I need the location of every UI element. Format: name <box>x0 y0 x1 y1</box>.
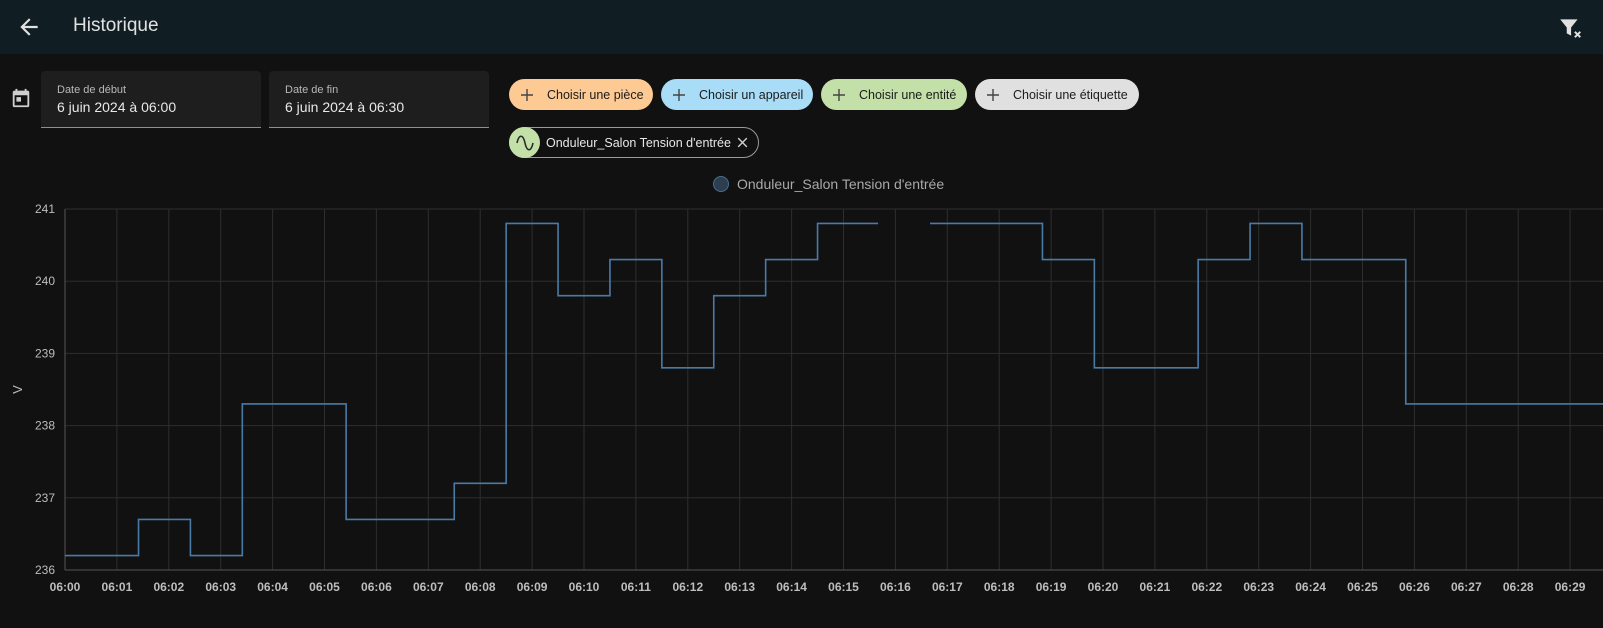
x-tick-label: 06:00 <box>50 580 81 594</box>
selected-entity-chip[interactable]: Onduleur_Salon Tension d'entrée <box>509 127 759 158</box>
sine-wave-icon <box>509 127 540 158</box>
x-tick-label: 06:25 <box>1347 580 1378 594</box>
legend-label: Onduleur_Salon Tension d'entrée <box>737 176 945 192</box>
top-app-bar: Historique <box>0 0 1603 54</box>
series-line <box>65 222 879 557</box>
y-tick-label: 239 <box>35 346 55 360</box>
x-tick-label: 06:24 <box>1295 580 1326 594</box>
y-tick-label: 237 <box>35 491 55 505</box>
choose-area-chip[interactable]: Choisir une pièce <box>509 79 653 110</box>
choose-entity-label: Choisir une entité <box>859 87 957 102</box>
x-tick-label: 06:19 <box>1036 580 1067 594</box>
y-tick-label: 236 <box>35 563 55 577</box>
choose-label-chip[interactable]: Choisir une étiquette <box>975 79 1139 110</box>
y-axis-label: V <box>10 385 25 394</box>
start-date-label: Date de début <box>57 84 127 96</box>
page-title: Historique <box>73 15 159 36</box>
plus-icon <box>673 88 685 101</box>
x-tick-label: 06:14 <box>776 580 807 594</box>
x-tick-label: 06:21 <box>1140 580 1171 594</box>
plus-icon <box>987 88 999 101</box>
x-tick-label: 06:02 <box>153 580 184 594</box>
series-line <box>930 222 1603 405</box>
x-tick-label: 06:03 <box>205 580 236 594</box>
x-tick-label: 06:09 <box>517 580 548 594</box>
plus-icon <box>833 88 845 101</box>
x-tick-label: 06:29 <box>1555 580 1586 594</box>
choose-label-label: Choisir une étiquette <box>1013 87 1128 102</box>
x-tick-label: 06:12 <box>672 580 703 594</box>
legend-dot <box>713 176 729 192</box>
selected-entity-label: Onduleur_Salon Tension d'entrée <box>546 135 731 150</box>
x-tick-label: 06:17 <box>932 580 963 594</box>
x-tick-label: 06:18 <box>984 580 1015 594</box>
end-date-label: Date de fin <box>285 84 339 96</box>
end-date-field[interactable]: Date de fin 6 juin 2024 à 06:30 <box>269 71 489 128</box>
start-date-value: 6 juin 2024 à 06:00 <box>57 99 177 115</box>
choose-entity-chip[interactable]: Choisir une entité <box>821 79 967 110</box>
start-date-field[interactable]: Date de début 6 juin 2024 à 06:00 <box>41 71 261 128</box>
x-tick-label: 06:22 <box>1191 580 1222 594</box>
choose-device-chip[interactable]: Choisir un appareil <box>661 79 813 110</box>
calendar-icon[interactable] <box>10 86 32 110</box>
x-tick-label: 06:26 <box>1399 580 1430 594</box>
x-tick-label: 06:01 <box>102 580 133 594</box>
filter-remove-icon[interactable] <box>1557 15 1583 41</box>
x-tick-label: 06:08 <box>465 580 496 594</box>
end-date-value: 6 juin 2024 à 06:30 <box>285 99 405 115</box>
x-tick-label: 06:15 <box>828 580 859 594</box>
plus-icon <box>521 88 533 101</box>
x-tick-label: 06:13 <box>724 580 755 594</box>
x-tick-label: 06:07 <box>413 580 444 594</box>
x-tick-label: 06:06 <box>361 580 392 594</box>
x-tick-label: 06:11 <box>621 580 651 594</box>
arrow-left-icon[interactable] <box>16 14 42 40</box>
choose-area-label: Choisir une pièce <box>547 87 644 102</box>
x-tick-label: 06:20 <box>1088 580 1119 594</box>
y-tick-label: 238 <box>35 419 55 433</box>
y-tick-label: 240 <box>35 274 55 288</box>
x-tick-label: 06:27 <box>1451 580 1482 594</box>
x-tick-label: 06:05 <box>309 580 340 594</box>
x-tick-label: 06:10 <box>569 580 600 594</box>
close-icon[interactable] <box>736 136 749 149</box>
choose-device-label: Choisir un appareil <box>699 87 804 102</box>
chart-legend[interactable]: Onduleur_Salon Tension d'entrée <box>713 176 944 192</box>
x-tick-label: 06:28 <box>1503 580 1534 594</box>
x-tick-label: 06:23 <box>1243 580 1274 594</box>
x-tick-label: 06:04 <box>257 580 288 594</box>
x-tick-label: 06:16 <box>880 580 911 594</box>
y-tick-label: 241 <box>35 202 55 216</box>
